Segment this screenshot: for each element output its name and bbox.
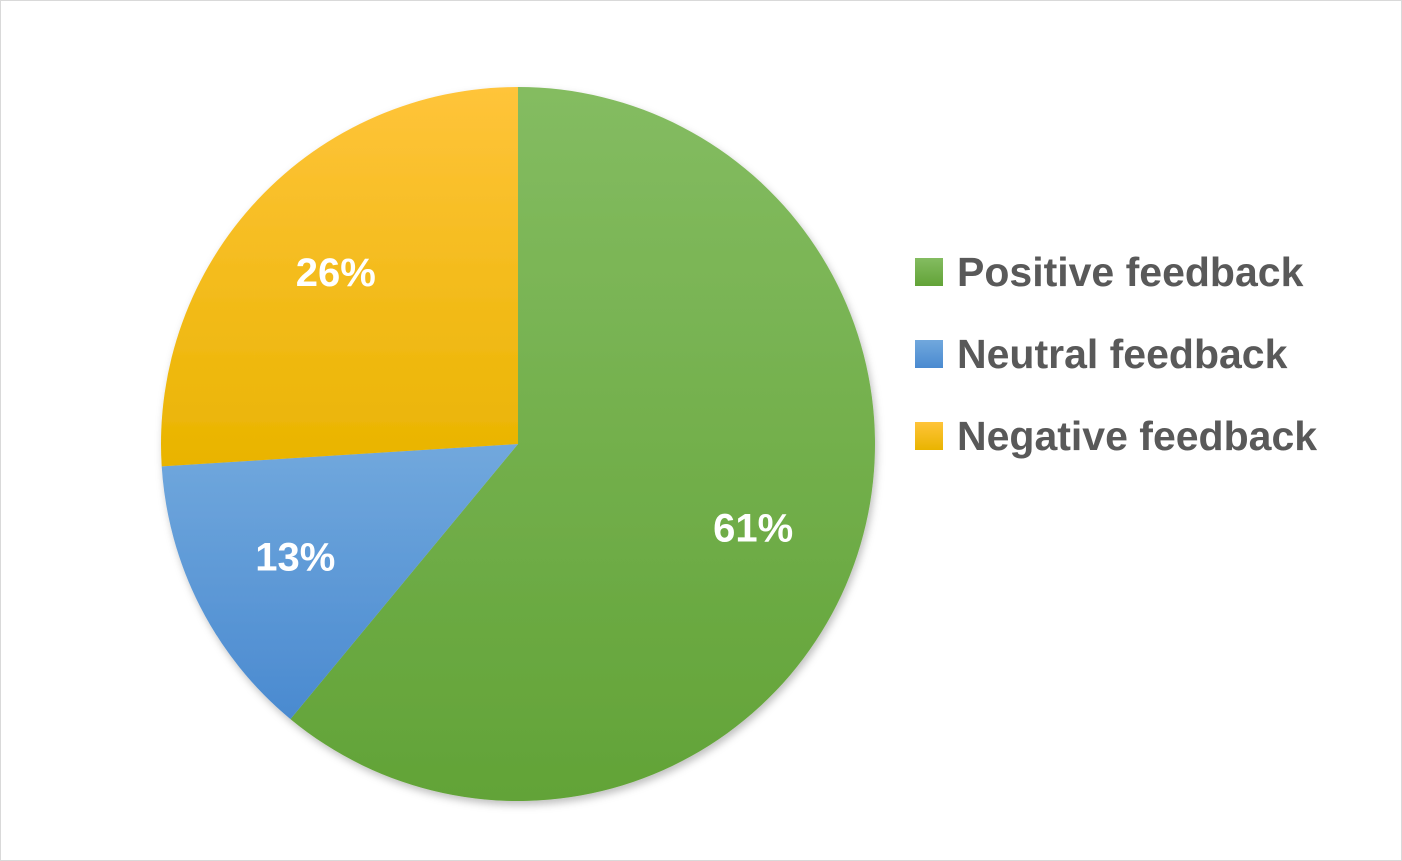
legend-swatch-negative [915,422,943,450]
legend-item-positive: Positive feedback [915,231,1317,313]
data-label-negative-feedback: 26% [296,251,376,295]
legend-label-negative: Negative feedback [957,412,1318,459]
pie-slice-neutral-feedback [161,444,518,720]
data-label-positive-feedback: 61% [713,507,793,551]
legend-swatch-neutral [915,340,943,368]
legend: Positive feedback Neutral feedback Negat… [915,231,1317,477]
legend-swatch-positive [915,258,943,286]
pie-slice-positive-feedback [290,87,875,801]
legend-label-positive: Positive feedback [957,248,1304,295]
legend-item-neutral: Neutral feedback [915,313,1317,395]
pie-slices [160,87,875,801]
pie-data-labels: 61% 13% 26% [255,251,793,580]
legend-label-neutral: Neutral feedback [957,330,1288,377]
data-label-neutral-feedback: 13% [255,535,335,579]
pie-slice-negative-feedback [160,87,518,467]
legend-item-negative: Negative feedback [915,395,1317,477]
